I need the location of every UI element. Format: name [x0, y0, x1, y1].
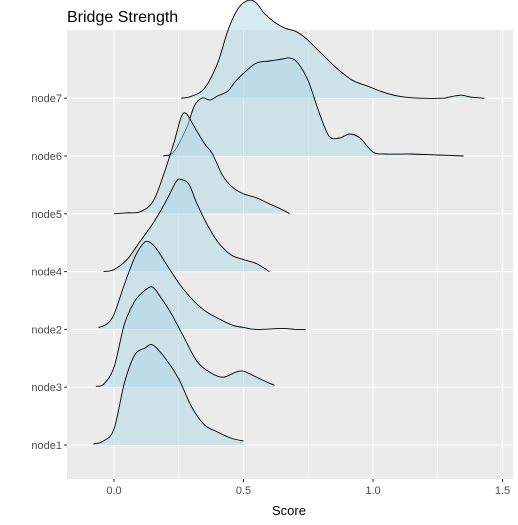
y-tick-label-node6: node6 [31, 151, 62, 163]
y-tick-label-node4: node4 [31, 267, 62, 279]
x-tick-label: 1.5 [495, 485, 510, 497]
ridge-fill-node1 [93, 344, 244, 445]
y-tick-label-node7: node7 [31, 93, 62, 105]
x-tick-label: 0.0 [106, 485, 121, 497]
ridges [93, 0, 485, 445]
ridge-fill-node6 [163, 57, 464, 157]
y-tick-label-node5: node5 [31, 209, 62, 221]
y-tick-label-node3: node3 [31, 382, 62, 394]
x-axis-ticks: 0.0 0.5 1.0 1.5 [106, 479, 510, 497]
y-tick-label-node1: node1 [31, 440, 62, 452]
x-tick-label: 0.5 [236, 485, 251, 497]
ridge-line-node6 [163, 57, 464, 157]
ridge-line-node4 [103, 178, 270, 273]
y-tick-label-node2: node2 [31, 324, 62, 336]
y-axis-ticks: node1 node3 node2 node4 node5 node6 node7 [31, 93, 67, 452]
ridge-fill-node5 [114, 112, 291, 214]
x-tick-label: 1.0 [365, 485, 380, 497]
ridge-line-node5 [113, 112, 291, 215]
x-axis-title: Score [272, 503, 306, 518]
chart-title: Bridge Strength [67, 9, 178, 26]
ridge-line-node3 [95, 286, 275, 387]
ridge-line-node7 [181, 0, 485, 99]
ridge-line-node1 [93, 344, 244, 445]
ridge-line-node2 [98, 240, 306, 330]
